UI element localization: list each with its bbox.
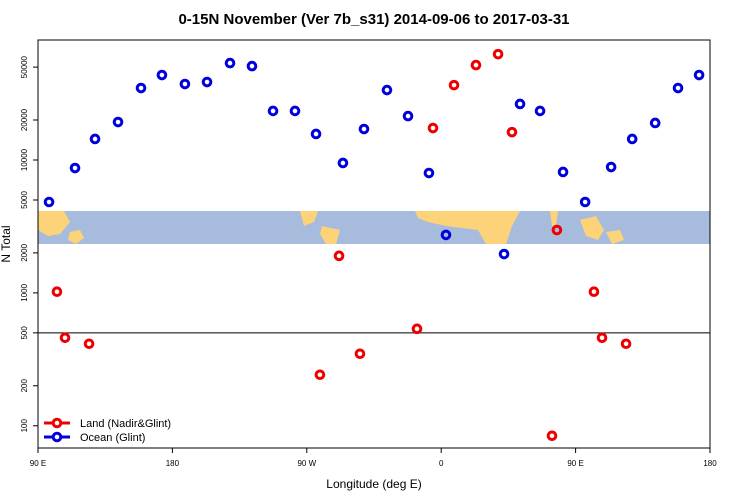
point: [333, 250, 345, 262]
legend-label: Ocean (Glint): [80, 432, 145, 444]
point: [551, 224, 563, 236]
point: [514, 98, 526, 110]
point: [579, 196, 591, 208]
point: [310, 128, 322, 140]
plot-frame: [37, 39, 711, 449]
point: [546, 430, 558, 442]
point: [337, 157, 349, 169]
x-tick-label: 0: [439, 459, 444, 468]
x-tick-label: 90 E: [30, 459, 46, 468]
x-axis-label: Longitude (deg E): [326, 477, 421, 491]
point: [89, 133, 101, 145]
point: [470, 59, 482, 71]
point: [314, 369, 326, 381]
map-band: [38, 211, 710, 244]
point: [448, 79, 460, 91]
point: [156, 69, 168, 81]
y-tick-label: 2000: [20, 243, 29, 261]
y-tick-label: 200: [20, 379, 29, 393]
x-tick-label: 180: [166, 459, 180, 468]
point: [179, 78, 191, 90]
point: [402, 110, 414, 122]
x-tick-label: 90 E: [567, 459, 583, 468]
point: [672, 82, 684, 94]
chart-title: 0-15N November (Ver 7b_s31) 2014-09-06 t…: [178, 11, 569, 28]
point: [289, 105, 301, 117]
point: [358, 123, 370, 135]
point: [381, 84, 393, 96]
point: [534, 105, 546, 117]
y-tick-label: 50000: [20, 55, 29, 78]
point: [605, 161, 617, 173]
point: [596, 332, 608, 344]
point: [354, 348, 366, 360]
point: [246, 60, 258, 72]
point: [423, 167, 435, 179]
point: [649, 117, 661, 129]
point: [51, 286, 63, 298]
point: [83, 338, 95, 350]
y-tick-label: 500: [20, 326, 29, 340]
point: [427, 122, 439, 134]
point: [620, 338, 632, 350]
y-tick-label: 20000: [20, 108, 29, 131]
legend-marker: [51, 417, 63, 429]
point: [506, 126, 518, 138]
point: [492, 48, 504, 60]
point: [59, 332, 71, 344]
point: [411, 323, 423, 335]
point: [557, 166, 569, 178]
point: [201, 76, 213, 88]
point: [69, 162, 81, 174]
y-tick-label: 10000: [20, 148, 29, 171]
y-tick-label: 5000: [20, 191, 29, 209]
point: [588, 286, 600, 298]
point: [43, 196, 55, 208]
point: [112, 116, 124, 128]
legend-label: Land (Nadir&Glint): [80, 418, 171, 430]
point: [440, 229, 452, 241]
y-tick-label: 1000: [20, 283, 29, 301]
point: [626, 133, 638, 145]
y-axis-label: N Total: [0, 225, 13, 262]
point: [498, 248, 510, 260]
point: [224, 57, 236, 69]
legend-marker: [51, 431, 63, 443]
point: [267, 105, 279, 117]
point: [693, 69, 705, 81]
point: [135, 82, 147, 94]
y-tick-label: 100: [20, 419, 29, 433]
x-tick-label: 180: [703, 459, 717, 468]
x-tick-label: 90 W: [297, 459, 316, 468]
